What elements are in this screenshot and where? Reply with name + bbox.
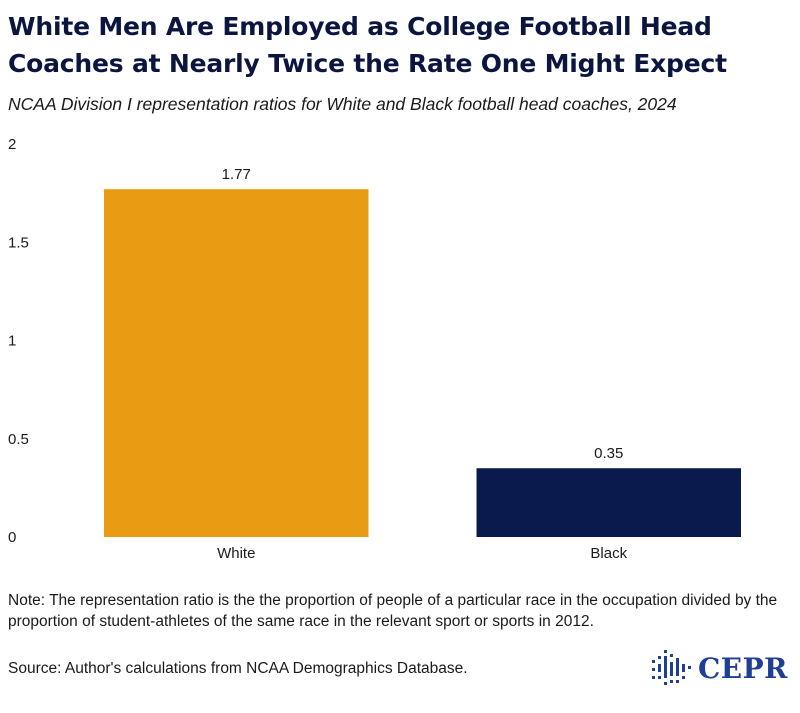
y-tick-label: 0.5: [8, 431, 29, 448]
y-tick-label: 2: [8, 136, 16, 153]
x-tick-label: Black: [590, 545, 627, 562]
logo-text: CEPR: [698, 651, 788, 685]
cepr-logo: CEPR: [650, 646, 788, 690]
x-tick-label: White: [217, 545, 255, 562]
y-tick-label: 1: [8, 333, 16, 350]
bar-black: [476, 468, 741, 537]
data-label: 1.77: [222, 166, 251, 183]
bar-white: [104, 189, 369, 537]
y-tick-label: 0: [8, 529, 16, 546]
chart-subtitle: NCAA Division I representation ratios fo…: [8, 94, 677, 114]
y-tick-label: 1.5: [8, 234, 29, 251]
chart-note: Note: The representation ratio is the th…: [8, 592, 778, 630]
cepr-logo-icon: [652, 650, 691, 685]
chart-title: White Men Are Employed as College Footba…: [8, 12, 727, 78]
data-label: 0.35: [594, 445, 623, 462]
chart-source: Source: Author's calculations from NCAA …: [8, 660, 468, 677]
